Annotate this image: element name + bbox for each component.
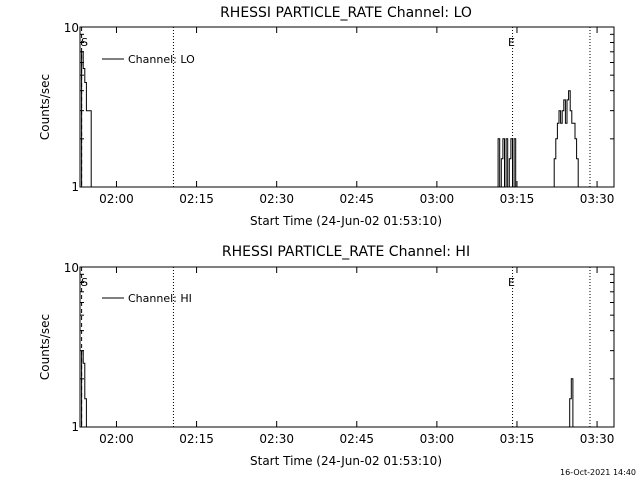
x-tick-label: 02:15 xyxy=(179,432,214,446)
chart-title: RHESSI PARTICLE_RATE Channel: LO xyxy=(220,5,472,21)
start-marker-label: S xyxy=(81,276,88,289)
data-series xyxy=(80,51,582,188)
y-tick-label-bottom: 1 xyxy=(71,420,79,434)
panel-hi: RHESSI PARTICLE_RATE Channel: HI Counts/… xyxy=(38,244,615,468)
x-tick-label: 02:45 xyxy=(339,192,374,206)
start-marker-label: S xyxy=(81,36,88,49)
x-ticks: 02:00 02:15 02:30 02:45 03:00 03:15 03:30 xyxy=(80,26,615,206)
x-tick-label: 03:30 xyxy=(580,192,615,206)
data-series xyxy=(80,350,577,428)
x-tick-label: 02:45 xyxy=(339,432,374,446)
panel-lo: RHESSI PARTICLE_RATE Channel: LO Counts/… xyxy=(38,5,615,228)
end-marker-label: E xyxy=(508,36,515,49)
x-tick-label: 03:00 xyxy=(420,192,455,206)
x-tick-label: 02:30 xyxy=(259,432,294,446)
y-tick-label-top: 10 xyxy=(64,21,79,35)
x-axis-label: Start Time (24-Jun-02 01:53:10) xyxy=(250,214,442,228)
legend-label: Channel: HI xyxy=(128,292,192,305)
y-axis-label: Counts/sec xyxy=(38,74,52,140)
y-axis-label: Counts/sec xyxy=(38,314,52,380)
plot-frame xyxy=(79,266,615,428)
series-line xyxy=(80,350,577,428)
end-marker-label: E xyxy=(508,276,515,289)
x-tick-label: 02:30 xyxy=(259,192,294,206)
x-tick-label: 03:30 xyxy=(580,432,615,446)
x-axis-label: Start Time (24-Jun-02 01:53:10) xyxy=(250,454,442,468)
x-tick-label: 02:00 xyxy=(99,432,134,446)
x-tick-label: 03:15 xyxy=(500,192,535,206)
y-tick-label-top: 10 xyxy=(64,261,79,275)
plot-frame xyxy=(79,26,615,188)
footer-timestamp: 16-Oct-2021 14:40 xyxy=(560,468,636,477)
x-tick-label: 03:15 xyxy=(500,432,535,446)
chart-title: RHESSI PARTICLE_RATE Channel: HI xyxy=(222,244,470,260)
x-tick-label: 03:00 xyxy=(420,432,455,446)
y-tick-label-bottom: 1 xyxy=(71,180,79,194)
x-tick-label: 02:15 xyxy=(179,192,214,206)
x-tick-label: 02:00 xyxy=(99,192,134,206)
marker-lines xyxy=(81,267,591,427)
x-ticks: 02:00 02:15 02:30 02:45 03:00 03:15 03:30 xyxy=(80,266,615,446)
series-line xyxy=(80,51,582,188)
legend-label: Channel: LO xyxy=(128,53,195,66)
